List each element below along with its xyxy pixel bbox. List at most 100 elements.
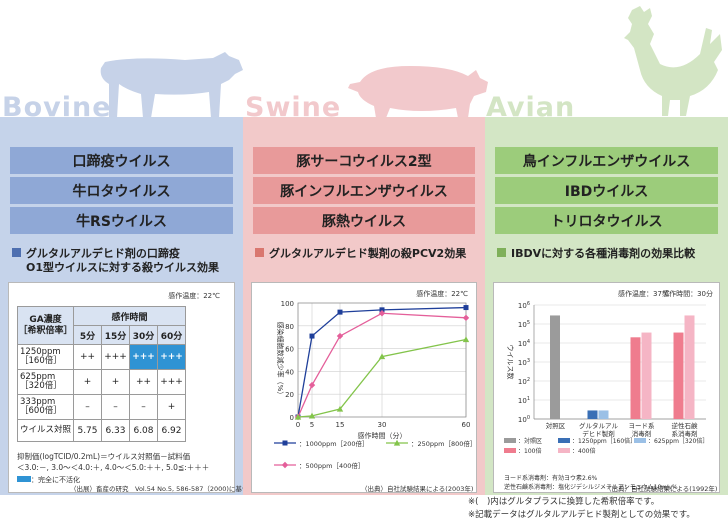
avian-section-title: IBDVに対する各種消毒剤の効果比較	[497, 247, 722, 261]
legend-label: ：400倍	[572, 447, 595, 455]
time-col: 5分	[73, 325, 102, 345]
y-tick-label: 60	[285, 346, 294, 354]
data-point	[378, 353, 386, 360]
time-col: 15分	[101, 325, 130, 345]
swine-section-title: グルタルアルデヒド製剤の殺PCV2効果	[255, 247, 479, 261]
table-row: 625ppm ［320倍］ + + ++ +++	[17, 369, 186, 395]
square-bullet-icon	[497, 248, 506, 257]
time-header: 感作時間	[73, 306, 186, 326]
x-axis-label: 感作時間（分）	[358, 431, 407, 440]
legend-label: ：対照区	[518, 437, 542, 445]
inactivated-legend: ：完全に不活化	[17, 475, 80, 485]
virus-item: 豚熱ウイルス	[253, 207, 475, 234]
pig-silhouette-icon	[348, 66, 488, 118]
data-point	[308, 381, 316, 389]
bar	[630, 337, 641, 419]
swine-source: （出典）自社試験結果による(2003年)	[361, 485, 474, 493]
virus-item: 口蹄疫ウイルス	[10, 147, 233, 174]
bovine-virus-list: 口蹄疫ウイルス 牛ロタウイルス 牛RSウイルス	[10, 147, 233, 235]
y-axis-label: ウイルス数	[506, 345, 515, 380]
time-col: 30分	[129, 325, 158, 345]
y-tick-label: 106	[518, 301, 530, 310]
virus-item: トリロタウイルス	[495, 207, 718, 234]
bovine-column: 口蹄疫ウイルス 牛ロタウイルス 牛RSウイルス グルタルアルデヒド剤の口蹄疫 O…	[0, 117, 255, 495]
x-tick-label: 60	[462, 421, 471, 429]
virus-item: 牛ロタウイルス	[10, 177, 233, 204]
legend-line-2: ＜3.0:－, 3.0～＜4.0:＋, 4.0～＜5.0:＋＋, 5.0≦:＋＋…	[17, 463, 210, 472]
data-point	[462, 336, 470, 343]
footer-line-2: ※記載データはグルタルアルデヒド製剤としての効果です。	[468, 510, 695, 520]
pcv2-line-chart: 0 20 40 60 80 100 0 5 15 30 60 感作時間（分） 感染細胞数減少率（%） ：1…	[274, 300, 476, 470]
virus-item: 鳥インフルエンザウイルス	[495, 147, 718, 174]
legend-swatch	[634, 438, 646, 443]
data-point	[308, 412, 316, 419]
data-point	[462, 314, 470, 322]
iodine-note: ヨード系消毒剤：有効ヨウ素2.6%	[504, 475, 598, 482]
avian-source: （出典）自社試験結果による(1992年)	[605, 485, 718, 493]
y-tick-label: 20	[285, 391, 294, 399]
x-tick-label: 対照区	[546, 421, 566, 430]
temp-label: 感作温度：22℃	[416, 290, 468, 298]
swine-column: 豚サーコウイルス2型 豚インフルエンザウイルス 豚熱ウイルス グルタルアルデヒド…	[243, 117, 485, 495]
y-tick-label: 100	[281, 300, 294, 308]
temp-label: 感作温度：37℃	[618, 290, 670, 298]
data-point	[336, 405, 344, 412]
legend-label: ：500ppm［400倍］	[299, 461, 364, 470]
y-tick-label: 80	[285, 323, 294, 331]
bar	[684, 315, 695, 419]
table-row: 1250ppm ［160倍］ ++ +++ +++ +++	[17, 344, 186, 370]
legend-line-1: 抑制価(logTCID/0.2mL)＝ウイルス対照価－試料価	[17, 452, 191, 461]
virus-item: 豚インフルエンザウイルス	[253, 177, 475, 204]
ga-header: GA濃度 ［希釈倍率］	[17, 306, 74, 345]
virus-item: 豚サーコウイルス2型	[253, 147, 475, 174]
legend-label: ：1000ppm［200倍］	[299, 439, 369, 448]
time-label: 感作時間：30分	[662, 290, 713, 298]
footer-line-1: ※( )内はグルタプラスに換算した希釈倍率です。	[468, 497, 660, 507]
bovine-source: （出展）畜産の研究 Vol.54 No.5, 586-587（2000)に基づく	[70, 485, 255, 493]
x-tick-label: 0	[296, 421, 300, 429]
time-col: 60分	[157, 325, 186, 345]
legend-label: ：100倍	[518, 447, 541, 455]
ga-table: GA濃度 ［希釈倍率］ 感作時間 5分 15分 30分 60分 1250ppm ［1…	[17, 306, 186, 442]
bovine-section-title: グルタルアルデヒド剤の口蹄疫 O1型ウイルスに対する殺ウイルス効果	[12, 247, 237, 275]
bar	[598, 410, 609, 419]
y-tick-label: 102	[518, 377, 530, 386]
y-tick-label: 101	[518, 396, 530, 405]
legend-label: ：250ppm［800倍］	[411, 439, 476, 448]
x-tick-label: 30	[378, 421, 387, 429]
data-point	[463, 305, 469, 311]
temp-label: 感作温度：22℃	[168, 292, 220, 300]
avian-chart-panel: 感作温度：37℃ 感作時間：30分 100 101 102 103 104 105 106 ウ…	[493, 282, 720, 493]
bar	[641, 332, 652, 419]
plot-frame	[297, 302, 467, 418]
data-point	[294, 413, 302, 420]
y-tick-label: 103	[518, 358, 530, 367]
bovine-table-panel: 感作温度：22℃ GA濃度 ［希釈倍率］ 感作時間 5分 15分 30分 60分 …	[8, 282, 235, 493]
square-bullet-icon	[255, 248, 264, 257]
table-row: ウイルス対照 5.75 6.33 6.08 6.92	[17, 419, 186, 442]
rooster-silhouette-icon	[624, 6, 722, 116]
y-tick-label: 0	[290, 414, 294, 422]
bar	[587, 410, 598, 419]
data-point	[282, 440, 288, 446]
y-tick-label: 105	[518, 320, 530, 329]
x-tick-label: 逆性石鹸系消毒剤	[672, 421, 699, 438]
legend-swatch	[558, 448, 570, 453]
legend-label: ：625ppm［320倍］	[648, 437, 708, 445]
bar	[550, 315, 560, 419]
avian-virus-list: 鳥インフルエンザウイルス IBDウイルス トリロタウイルス	[495, 147, 718, 235]
x-tick-label: 5	[310, 421, 314, 429]
avian-column: 鳥インフルエンザウイルス IBDウイルス トリロタウイルス IBDVに対する各種…	[485, 117, 728, 495]
y-tick-label: 100	[518, 415, 530, 424]
legend-label: ：1250ppm［160倍］	[572, 437, 636, 445]
bar	[673, 332, 684, 419]
swine-virus-list: 豚サーコウイルス2型 豚インフルエンザウイルス 豚熱ウイルス	[253, 147, 475, 235]
data-point	[336, 332, 344, 340]
y-axis-label: 感染細胞数減少率（%）	[276, 322, 285, 399]
x-tick-label: 15	[336, 421, 345, 429]
virus-item: 牛RSウイルス	[10, 207, 233, 234]
square-bullet-icon	[12, 248, 21, 257]
y-tick-label: 104	[518, 339, 530, 348]
inactivated-swatch-icon	[17, 476, 31, 482]
